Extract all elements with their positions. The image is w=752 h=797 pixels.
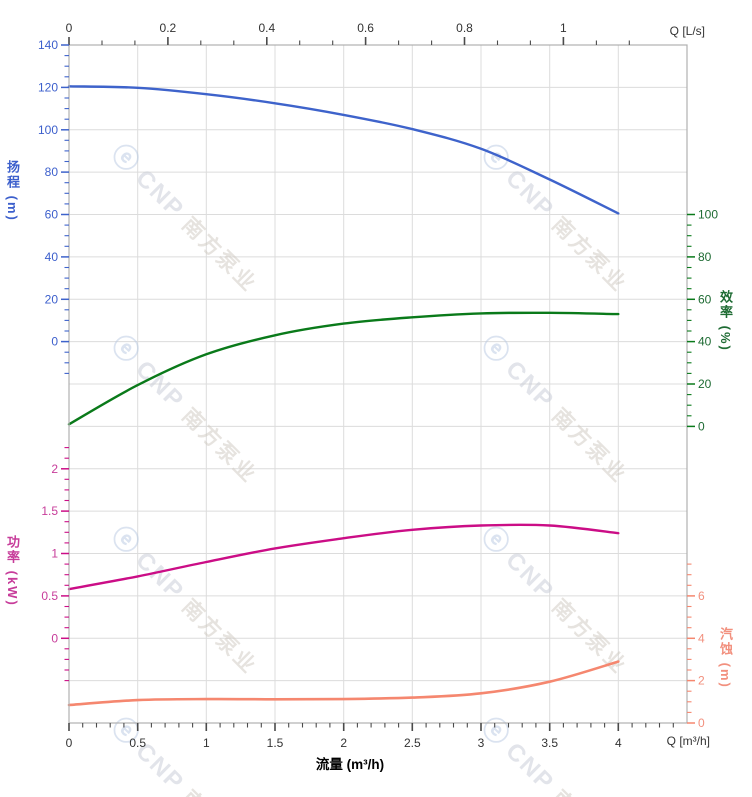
- head-curve: [67, 85, 620, 215]
- bottom-axis-unit-label: Q [m³/h]: [666, 734, 710, 748]
- tick-label: 2: [698, 674, 705, 688]
- tick-label: 60: [698, 292, 712, 306]
- cnp-watermark: ⓔ CNP 南方泵业: [476, 520, 636, 680]
- tick-label: 4: [698, 631, 705, 645]
- tick-label: 1.5: [267, 736, 284, 750]
- tick-label: 3: [478, 736, 485, 750]
- tick-label: 2: [51, 462, 58, 476]
- tick-label: 20: [698, 377, 712, 391]
- tick-label: 0.8: [456, 21, 473, 35]
- tick-label: 100: [38, 123, 58, 137]
- tick-label: 6: [698, 589, 705, 603]
- cnp-watermark: ⓔ CNP 南方泵业: [106, 520, 266, 680]
- tick-label: 0.4: [258, 21, 275, 35]
- tick-label: 1.5: [41, 504, 58, 518]
- tick-label: 1: [203, 736, 210, 750]
- tick-label: 140: [38, 38, 58, 52]
- cnp-watermark: ⓔ CNP 南方泵业: [106, 138, 266, 298]
- tick-label: 0.5: [41, 589, 58, 603]
- efficiency-curve: [67, 311, 620, 426]
- power-axis-title: 功率 (kW): [5, 535, 20, 607]
- tick-label: 0.6: [357, 21, 374, 35]
- axes-layer: 0 0.5 1 1.5 2 2.5 3 3.5 40 0.2 0.4 0.6 0.8 1140120100…: [38, 21, 718, 750]
- tick-label: 100: [698, 208, 718, 222]
- power-curve: [67, 523, 620, 591]
- tick-label: 0: [66, 736, 73, 750]
- tick-label: 80: [698, 250, 712, 264]
- grid-lines: [69, 45, 687, 723]
- tick-label: 3.5: [541, 736, 558, 750]
- tick-label: 0: [51, 631, 58, 645]
- cnp-watermark: ⓔ CNP 南方泵业: [106, 329, 266, 489]
- tick-label: 0.2: [160, 21, 177, 35]
- npsh-curve: [67, 660, 620, 707]
- cnp-watermark: ⓔ CNP 南方泵业: [106, 711, 266, 797]
- tick-label: 20: [45, 292, 59, 306]
- tick-label: 1: [560, 21, 567, 35]
- efficiency-axis-title: 效率 (%): [718, 290, 733, 352]
- top-axis-unit-label: Q [L/s]: [669, 24, 705, 38]
- curve-layer: [67, 85, 620, 707]
- flow-axis-title: 流量 (m³/h): [315, 757, 385, 772]
- cnp-watermark: ⓔ CNP 南方泵业: [476, 329, 636, 489]
- tick-label: 120: [38, 80, 58, 94]
- tick-label: 60: [45, 208, 59, 222]
- tick-label: 40: [698, 335, 712, 349]
- cnp-watermark: ⓔ CNP 南方泵业: [476, 711, 636, 797]
- npsh-axis-title: 汽蚀 (m): [718, 627, 733, 689]
- head-axis-title: 扬程 (m): [5, 160, 20, 222]
- tick-label: 0: [66, 21, 73, 35]
- tick-label: 4: [615, 736, 622, 750]
- tick-label: 0: [698, 716, 705, 730]
- tick-label: 0: [51, 335, 58, 349]
- tick-label: 40: [45, 250, 59, 264]
- cnp-watermark: ⓔ CNP 南方泵业: [476, 138, 636, 298]
- tick-label: 0: [698, 419, 705, 433]
- tick-label: 80: [45, 165, 59, 179]
- tick-label: 2: [340, 736, 347, 750]
- tick-label: 2.5: [404, 736, 421, 750]
- tick-label: 0.5: [129, 736, 146, 750]
- tick-label: 1: [51, 547, 58, 561]
